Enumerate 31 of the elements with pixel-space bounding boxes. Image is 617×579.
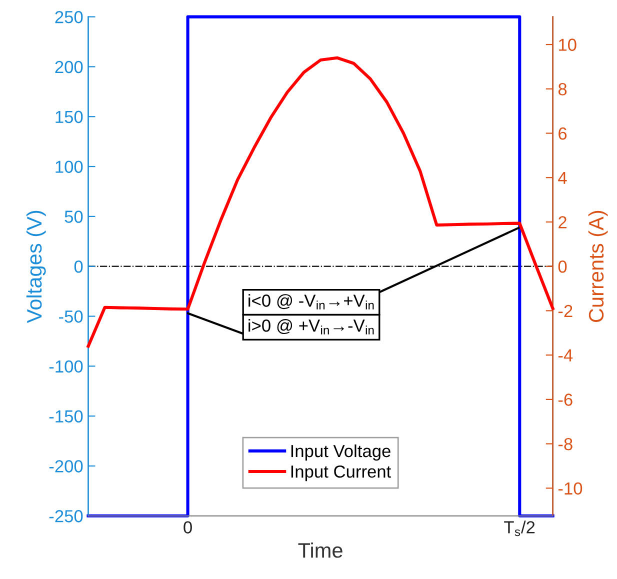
x-axis-title: Time	[298, 542, 342, 558]
y2-tick-label: 8	[558, 83, 567, 96]
legend-label: Input Current	[291, 465, 392, 482]
y-tick-label: -250	[49, 510, 83, 522]
y-tick-label: 100	[56, 160, 83, 173]
y2-tick-label: 2	[558, 216, 566, 228]
y2-tick-label: -6	[558, 394, 572, 406]
annotation: i<0 @ -V$_{in}$→+V$_{in}$	[248, 294, 374, 310]
y-tick-label: -200	[49, 460, 83, 472]
annotation: i>0 @ +V$_{in}$→-V$_{in}$	[248, 319, 374, 334]
y2-tick-label: -10	[558, 482, 582, 495]
y-tick-label: 200	[55, 60, 83, 74]
y-tick-label: -100	[49, 360, 83, 373]
legend-label: Input Voltage	[291, 444, 390, 461]
y-tick-label: 50	[64, 210, 83, 223]
y2-tick-label: 6	[558, 127, 567, 140]
y2-axis-title: Currents (A)	[588, 210, 608, 322]
y2-tick-label: 4	[558, 172, 567, 184]
x-tick-label: T$_{s}$/2	[504, 520, 535, 536]
y-tick-label: 150	[56, 110, 83, 124]
y2-tick-label: -4	[558, 349, 573, 362]
y-tick-label: 0	[74, 260, 83, 273]
y2-tick-label: -8	[558, 438, 572, 450]
y2-tick-label: 10	[559, 38, 576, 51]
y-tick-label: 250	[55, 10, 83, 24]
y-axis-title: Voltages (V)	[26, 210, 46, 323]
y2-tick-label: -2	[558, 304, 572, 317]
line-series	[86, 56, 554, 348]
y-tick-label: -150	[49, 410, 83, 423]
y2-tick-label: 0	[558, 260, 567, 273]
y-tick-label: -50	[59, 310, 83, 323]
